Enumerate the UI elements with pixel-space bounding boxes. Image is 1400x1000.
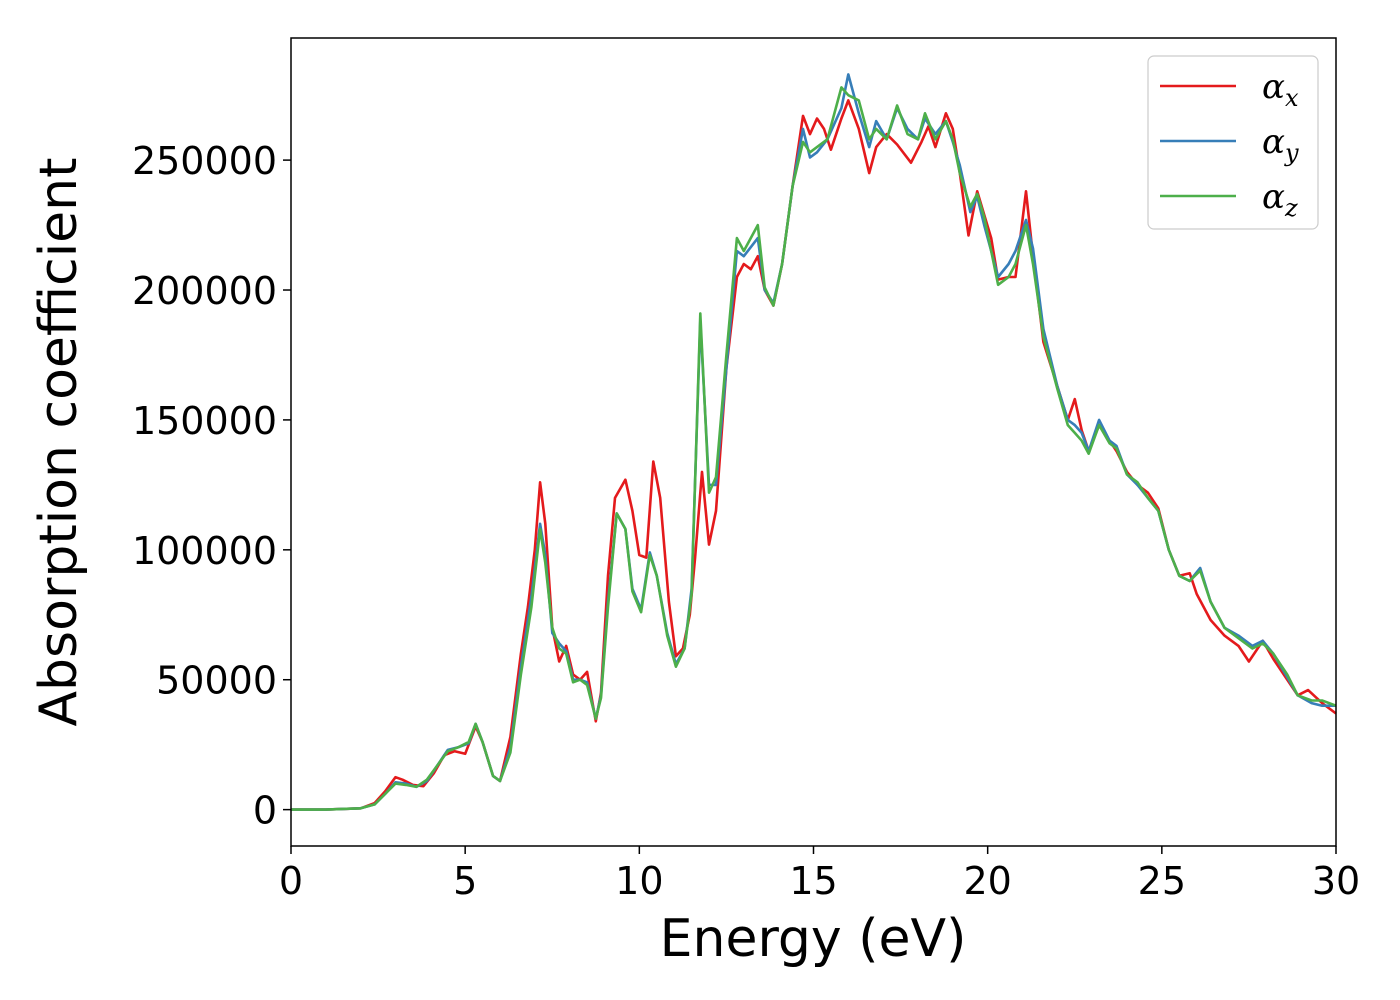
y-tick-label: 50000	[156, 659, 277, 703]
x-tick-label: 5	[453, 859, 477, 903]
x-tick-label: 30	[1312, 859, 1360, 903]
series-line-z	[291, 86, 1337, 811]
y-tick-label: 200000	[132, 269, 277, 313]
y-tick-label: 150000	[132, 399, 277, 443]
y-axis: 0 50000 100000 150000 200000 250000	[132, 139, 291, 833]
legend-subscript: y	[1284, 139, 1299, 167]
y-axis-label: Absorption coefficient	[29, 157, 89, 726]
legend-label-z: αz	[1262, 177, 1298, 222]
y-tick-label: 100000	[132, 529, 277, 573]
x-tick-label: 15	[789, 859, 837, 903]
y-tick-label: 0	[253, 789, 277, 833]
legend-symbol: α	[1262, 177, 1285, 217]
plot-lines	[291, 73, 1337, 811]
x-tick-label: 20	[963, 859, 1011, 903]
x-axis: 0 5 10 15 20 25 30	[279, 846, 1360, 903]
legend-symbol: α	[1262, 122, 1285, 162]
x-tick-label: 25	[1138, 859, 1186, 903]
legend-box	[1147, 55, 1319, 230]
x-tick-label: 0	[279, 859, 303, 903]
legend-symbol: α	[1262, 67, 1285, 107]
x-tick-label: 10	[615, 859, 663, 903]
legend-subscript: x	[1285, 84, 1299, 112]
x-axis-label: Energy (eV)	[660, 909, 967, 969]
y-tick-label: 250000	[132, 139, 277, 183]
legend-subscript: z	[1284, 194, 1298, 222]
legend-label-x: αx	[1262, 67, 1299, 112]
legend-label-y: αy	[1262, 122, 1299, 167]
